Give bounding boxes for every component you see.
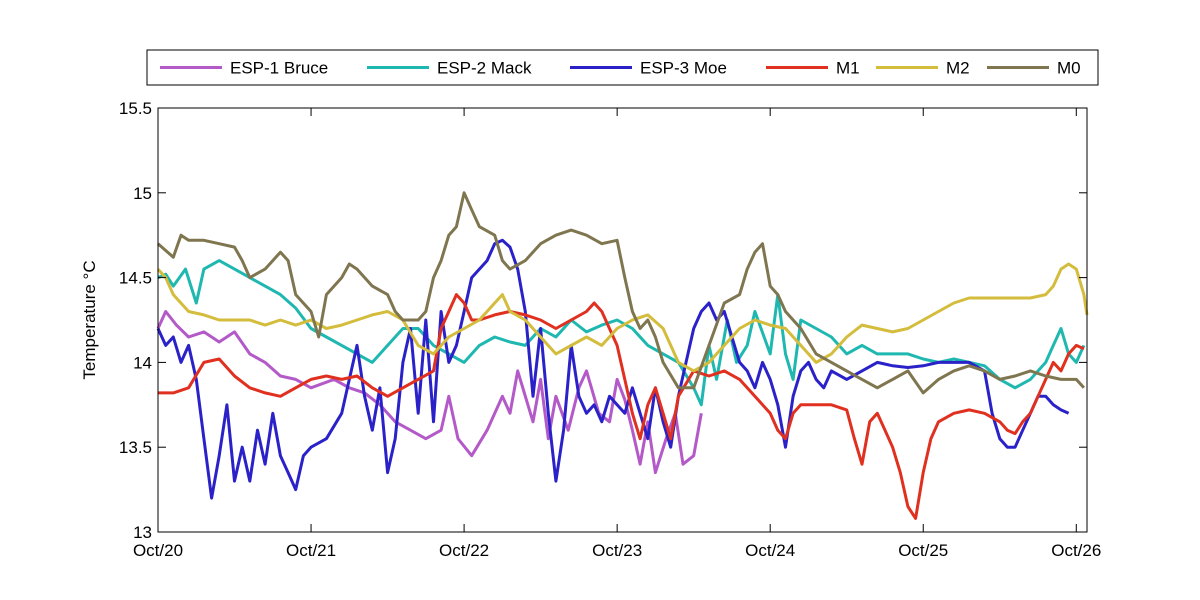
x-tick-label: Oct/22 [439,541,489,560]
y-tick-label: 14.5 [119,269,152,288]
series-line-4 [158,293,1085,520]
legend-label: ESP-2 Mack [437,59,532,78]
x-tick-label: Oct/24 [745,541,795,560]
series-layer [156,191,1089,520]
y-tick-label: 13 [133,523,152,542]
legend-label: M0 [1057,59,1081,78]
x-axis: Oct/20 Oct/21 Oct/22 Oct/23 Oct/24 Oct/25 Oct/… [133,108,1101,560]
series-line-6 [157,191,1086,395]
series-line-2 [157,259,1086,407]
legend-label: M2 [946,59,970,78]
y-tick-label: 13.5 [119,438,152,457]
series-line-1 [156,310,703,475]
x-tick-label: Oct/25 [898,541,948,560]
series-line-5 [156,262,1089,373]
legend: ESP-1 Bruce ESP-2 Mack ESP-3 Moe M1 M2 M0 [146,49,1099,86]
y-tick-label: 15.5 [119,99,152,118]
axes-box [157,107,1088,533]
plot-area: Oct/20 Oct/21 Oct/22 Oct/23 Oct/24 Oct/25 Oct/… [119,99,1101,560]
x-tick-label: Oct/21 [286,541,336,560]
x-tick-label: Oct/20 [133,541,183,560]
y-tick-label: 15 [133,184,152,203]
y-axis-label: Temperature °C [80,260,99,379]
x-tick-label: Oct/26 [1051,541,1101,560]
y-tick-label: 14 [133,353,152,372]
y-axis: 13 13.5 14 14.5 15 15.5 [119,99,1087,542]
series-line-3 [156,238,1070,500]
legend-label: M1 [836,59,860,78]
x-tick-label: Oct/23 [592,541,642,560]
legend-label: ESP-1 Bruce [230,59,328,78]
legend-label: ESP-3 Moe [640,59,727,78]
